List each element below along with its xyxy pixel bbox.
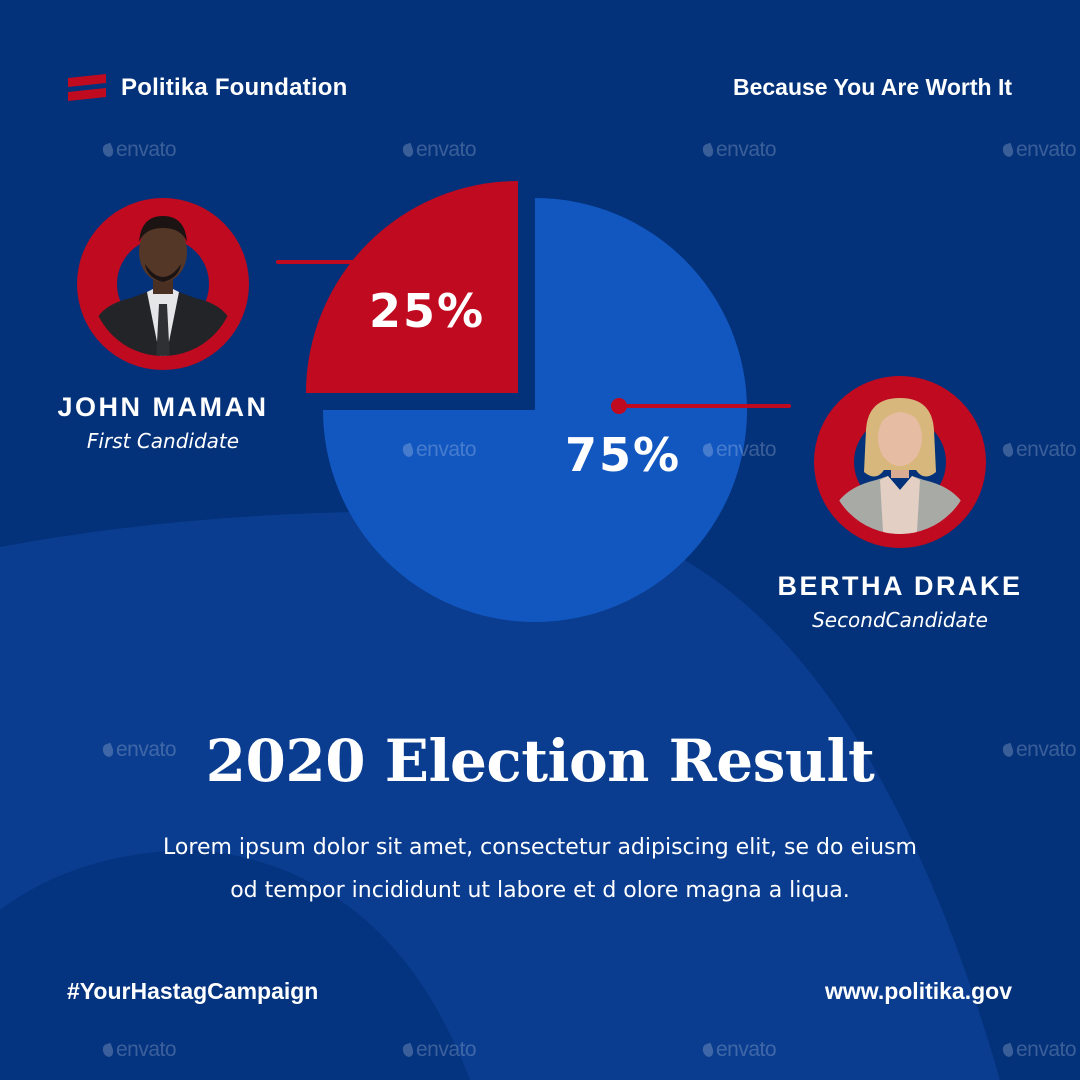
description: Lorem ipsum dolor sit amet, consectetur … (100, 826, 980, 912)
brand: Politika Foundation (67, 72, 347, 104)
watermark: envato (1001, 738, 1077, 762)
watermark: envato (701, 1038, 777, 1062)
pie-slice-25 (306, 181, 518, 393)
watermark: envato (101, 738, 177, 762)
page-title: 2020 Election Result (205, 727, 875, 795)
brand-name: Politika Foundation (121, 74, 348, 101)
watermark: envato (101, 1038, 177, 1062)
pie-label-75: 75% (565, 428, 682, 482)
flag-logo-icon (68, 74, 106, 101)
candidate-1-name: JOHN MAMAN (57, 392, 269, 422)
watermark: envato (401, 138, 477, 162)
watermark: envato (1001, 138, 1077, 162)
pie-label-25: 25% (369, 284, 486, 338)
watermark: envato (701, 438, 777, 462)
watermark: envato (401, 438, 477, 462)
watermark: envato (1001, 1038, 1077, 1062)
watermark: envato (1001, 438, 1077, 462)
website-link[interactable]: www.politika.gov (825, 978, 1012, 1004)
description-line-2: od tempor incididunt ut labore et d olor… (230, 878, 850, 903)
hashtag: #YourHastagCampaign (67, 978, 319, 1004)
candidate-1-role: First Candidate (86, 429, 240, 453)
tagline: Because You Are Worth It (732, 74, 1012, 100)
description-line-1: Lorem ipsum dolor sit amet, consectetur … (163, 835, 917, 860)
watermark: envato (101, 138, 177, 162)
candidate-2-role: SecondCandidate (812, 608, 988, 632)
watermark: envato (401, 1038, 477, 1062)
watermark: envato (701, 138, 777, 162)
candidate-2-name: BERTHA DRAKE (777, 571, 1023, 601)
man-portrait-icon (91, 216, 235, 356)
candidate-1-avatar (91, 212, 235, 356)
